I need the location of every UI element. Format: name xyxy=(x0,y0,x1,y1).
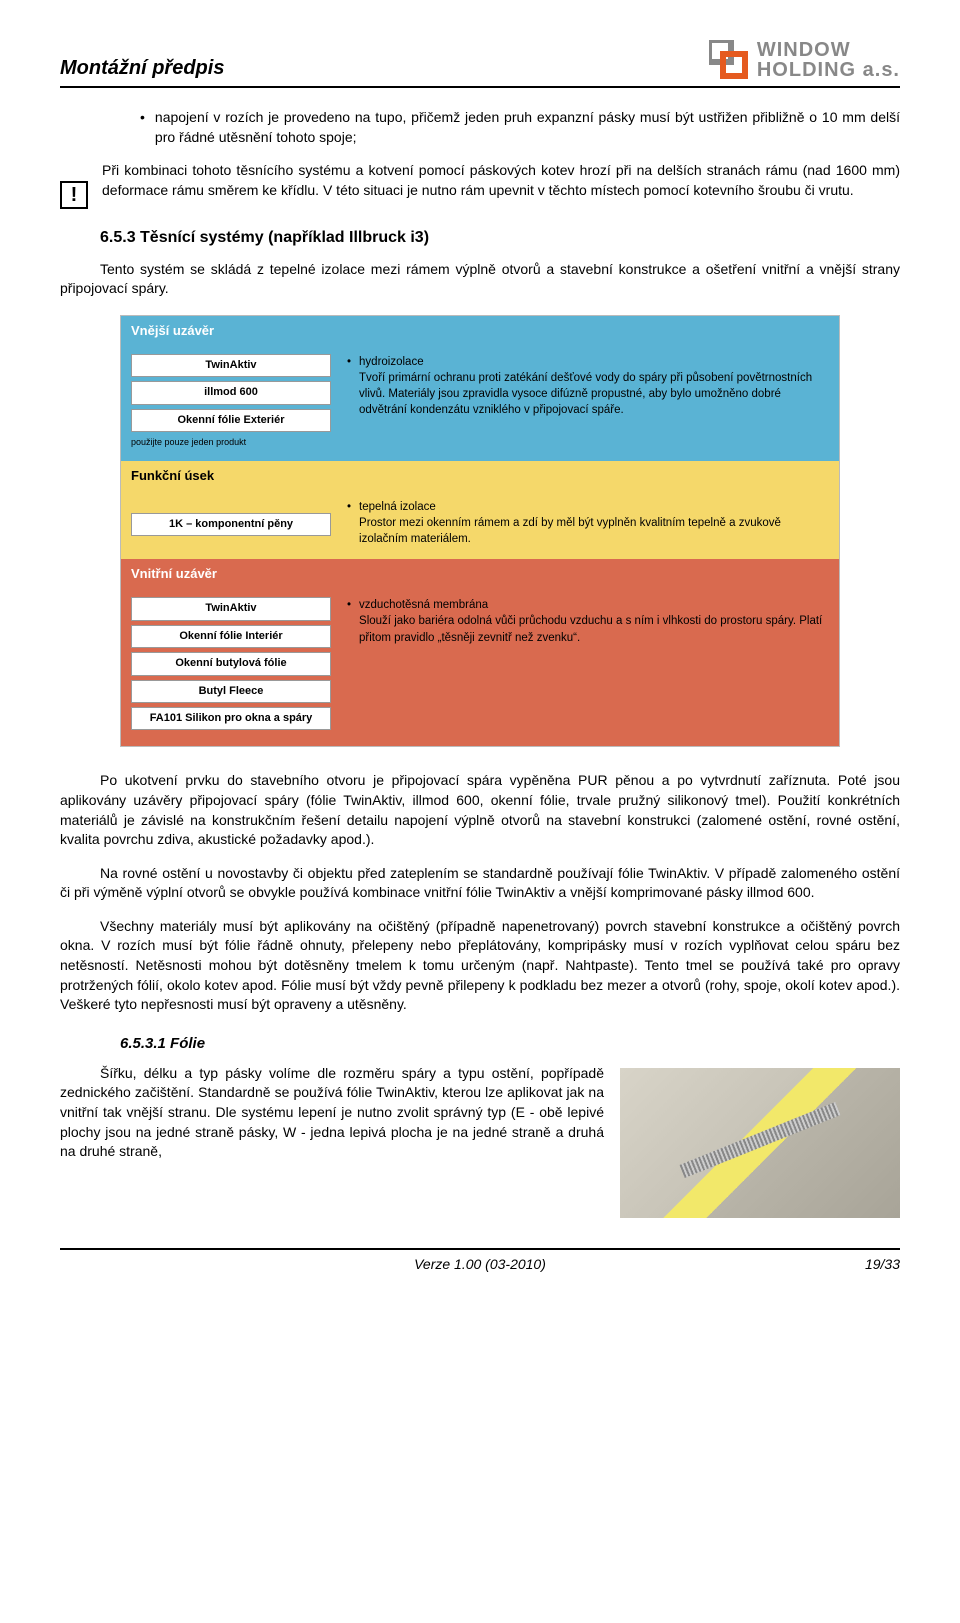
inner-title: Vnitřní uzávěr xyxy=(121,559,839,589)
inner-product: FA101 Silikon pro okna a spáry xyxy=(131,707,331,730)
outer-product: illmod 600 xyxy=(131,381,331,404)
page-footer: Verze 1.00 (03-2010) 19/33 xyxy=(60,1248,900,1272)
outer-product: TwinAktiv xyxy=(131,354,331,377)
folie-image xyxy=(620,1068,900,1218)
logo-line2: HOLDING a.s. xyxy=(757,59,900,81)
func-title: Funkční úsek xyxy=(121,461,839,491)
folie-section: Šířku, délku a typ pásky volíme dle rozm… xyxy=(60,1064,900,1218)
warning-block: ! Při kombinaci tohoto těsnícího systému… xyxy=(60,161,900,209)
folie-text: Šířku, délku a typ pásky volíme dle rozm… xyxy=(60,1064,604,1162)
paragraph-2: Na rovné ostění u novostavby či objektu … xyxy=(60,864,900,903)
section-heading: 6.5.3 Těsnící systémy (například Illbruc… xyxy=(100,227,900,249)
warning-text: Při kombinaci tohoto těsnícího systému a… xyxy=(102,161,900,200)
footer-version: Verze 1.00 (03-2010) xyxy=(414,1256,546,1272)
outer-desc: Tvoří primární ochranu proti zatékání de… xyxy=(359,372,812,416)
bullet-list: napojení v rozích je provedeno na tupo, … xyxy=(140,108,900,147)
footer-page-number: 19/33 xyxy=(865,1256,900,1272)
outer-product: Okenní fólie Exteriér xyxy=(131,409,331,432)
func-desc-title: tepelná izolace xyxy=(359,501,436,513)
func-product: 1K – komponentní pěny xyxy=(131,513,331,536)
outer-title: Vnější uzávěr xyxy=(121,316,839,346)
func-desc: Prostor mezi okenním rámem a zdí by měl … xyxy=(359,517,781,545)
sealing-system-diagram: Vnější uzávěr TwinAktiv illmod 600 Okenn… xyxy=(120,315,840,748)
inner-desc-title: vzduchotěsná membrána xyxy=(359,599,488,611)
page-header: Montážní předpis WINDOW HOLDING a.s. xyxy=(60,40,900,88)
diagram-inner: Vnitřní uzávěr TwinAktiv Okenní fólie In… xyxy=(121,559,839,746)
paragraph-3: Všechny materiály musí být aplikovány na… xyxy=(60,917,900,1015)
inner-product: Butyl Fleece xyxy=(131,680,331,703)
logo-mark-icon xyxy=(709,40,749,80)
bullet-icon xyxy=(140,108,145,147)
diagram-outer: Vnější uzávěr TwinAktiv illmod 600 Okenn… xyxy=(121,316,839,461)
company-logo: WINDOW HOLDING a.s. xyxy=(709,40,900,80)
logo-text: WINDOW HOLDING a.s. xyxy=(757,40,900,80)
bullet-text: napojení v rozích je provedeno na tupo, … xyxy=(155,108,900,147)
outer-note: použijte pouze jeden produkt xyxy=(131,436,331,449)
diagram-func: Funkční úsek 1K – komponentní pěny tepel… xyxy=(121,461,839,559)
folie-heading: 6.5.3.1 Fólie xyxy=(120,1033,900,1054)
inner-product: Okenní butylová fólie xyxy=(131,652,331,675)
inner-product: TwinAktiv xyxy=(131,597,331,620)
paragraph-1: Po ukotvení prvku do stavebního otvoru j… xyxy=(60,771,900,849)
outer-desc-title: hydroizolace xyxy=(359,356,424,368)
inner-desc: Slouží jako bariéra odolná vůči průchodu… xyxy=(359,615,822,643)
warning-icon: ! xyxy=(60,181,88,209)
doc-title: Montážní předpis xyxy=(60,57,224,80)
inner-product: Okenní fólie Interiér xyxy=(131,625,331,648)
logo-line1: WINDOW xyxy=(757,39,851,61)
section-intro: Tento systém se skládá z tepelné izolace… xyxy=(60,260,900,299)
